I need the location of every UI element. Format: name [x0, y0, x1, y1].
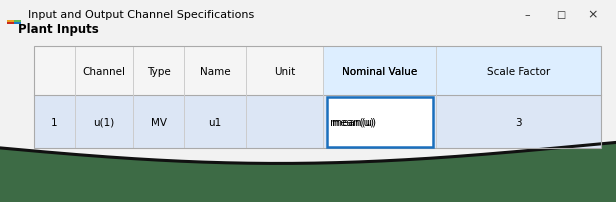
Text: Type: Type — [147, 66, 171, 76]
Text: mean(u): mean(u) — [331, 117, 376, 127]
Text: □: □ — [556, 10, 565, 20]
Bar — [34, 96, 601, 148]
Bar — [0, 132, 616, 202]
Bar — [34, 46, 601, 148]
Text: u(1): u(1) — [93, 117, 115, 127]
Text: Scale Factor: Scale Factor — [487, 66, 550, 76]
Text: Nominal Value: Nominal Value — [342, 66, 417, 76]
Text: Channel: Channel — [83, 66, 126, 76]
Bar — [14, 23, 21, 25]
Text: mean(u): mean(u) — [330, 117, 375, 127]
Bar — [7, 23, 14, 25]
Text: 1: 1 — [51, 117, 57, 127]
Text: 3: 3 — [515, 117, 522, 127]
FancyBboxPatch shape — [326, 97, 432, 147]
Text: ×: × — [587, 8, 598, 21]
Text: Name: Name — [200, 66, 230, 76]
FancyBboxPatch shape — [301, 32, 616, 161]
Bar — [34, 46, 601, 148]
Bar — [14, 20, 21, 23]
Text: Plant Inputs: Plant Inputs — [18, 23, 99, 36]
Bar — [0, 0, 616, 30]
Text: Input and Output Channel Specifications: Input and Output Channel Specifications — [28, 10, 254, 20]
Bar — [7, 20, 14, 23]
Text: Nominal Value: Nominal Value — [342, 66, 417, 76]
Text: u1: u1 — [209, 117, 222, 127]
Bar — [34, 46, 601, 96]
Text: Unit: Unit — [274, 66, 295, 76]
Bar — [323, 46, 601, 96]
Text: –: – — [524, 10, 530, 20]
Text: MV: MV — [150, 117, 166, 127]
